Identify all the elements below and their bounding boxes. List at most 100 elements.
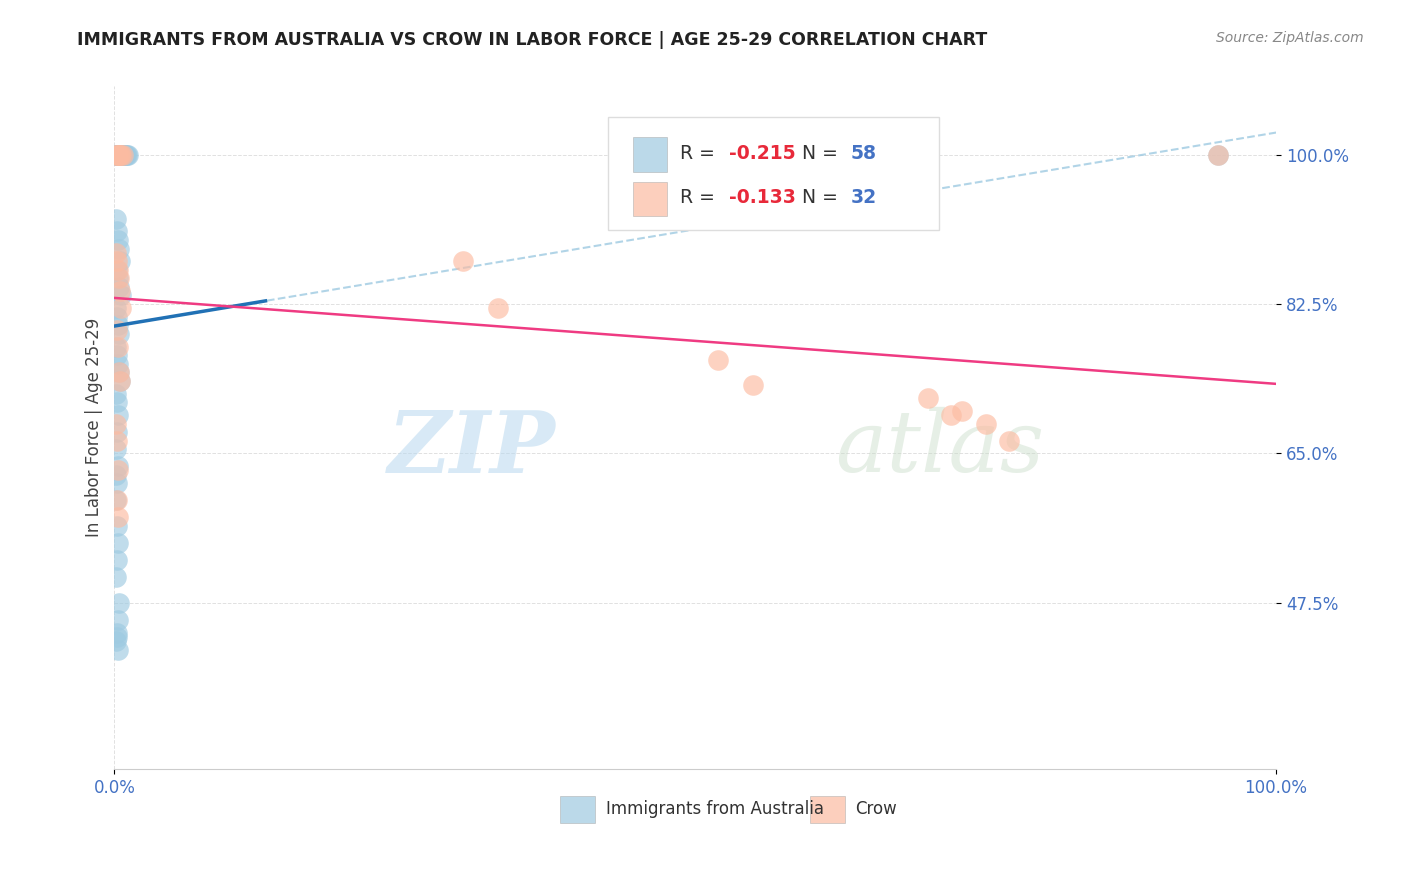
Point [107,340,129,354]
Point [107,613,129,627]
FancyBboxPatch shape [810,796,845,823]
FancyBboxPatch shape [633,137,668,171]
Point [110,301,132,316]
FancyBboxPatch shape [561,796,595,823]
Point [486,301,509,316]
Point [104,442,127,457]
Point [107,263,129,277]
Point [110,374,132,388]
Point [111,147,134,161]
Text: R =: R = [681,144,721,162]
Point [1206,147,1229,161]
Point [105,147,128,161]
Point [110,147,132,161]
Point [105,395,128,409]
Point [112,147,135,161]
Point [104,211,127,226]
Point [110,288,132,302]
Text: N =: N = [803,144,844,162]
Point [742,378,765,392]
Point [108,271,131,285]
Point [917,391,939,405]
Point [117,147,139,161]
Point [939,408,962,422]
Text: Immigrants from Australia: Immigrants from Australia [606,800,824,818]
Text: N =: N = [803,188,844,207]
Point [105,625,128,640]
Point [707,352,730,367]
Point [115,147,138,161]
Point [108,147,131,161]
Point [105,224,128,238]
Point [107,510,129,524]
Point [110,147,132,161]
Point [108,365,131,379]
Point [107,233,129,247]
Point [105,434,128,448]
Point [1206,147,1229,161]
Text: 58: 58 [851,144,877,162]
Point [104,245,127,260]
Point [105,310,128,324]
Point [107,459,129,474]
Point [104,147,127,161]
Point [105,348,128,362]
Point [105,147,128,161]
Point [111,147,134,161]
Point [108,147,131,161]
Point [110,254,132,268]
Point [105,553,128,567]
Point [105,323,128,337]
Text: -0.133: -0.133 [728,188,796,207]
Point [105,147,128,161]
Text: IMMIGRANTS FROM AUSTRALIA VS CROW IN LABOR FORCE | AGE 25-29 CORRELATION CHART: IMMIGRANTS FROM AUSTRALIA VS CROW IN LAB… [77,31,987,49]
FancyBboxPatch shape [633,182,668,216]
Point [108,242,131,256]
Point [104,570,127,584]
Point [105,519,128,533]
Point [105,425,128,439]
Point [105,263,128,277]
Point [108,280,131,294]
Text: R =: R = [681,188,721,207]
Point [107,357,129,371]
Point [104,301,127,316]
Point [952,403,974,417]
Point [105,476,128,491]
Point [110,374,132,388]
Point [108,365,131,379]
Point [107,271,129,285]
Point [107,147,129,161]
Point [107,463,129,477]
Point [105,493,128,508]
Text: atlas: atlas [835,407,1043,490]
Point [104,386,127,401]
Text: ZIP: ZIP [388,407,555,490]
Point [107,147,129,161]
Point [110,284,132,298]
Point [108,326,131,341]
Point [974,417,997,431]
Text: -0.215: -0.215 [728,144,796,162]
Point [105,254,128,268]
Point [107,408,129,422]
Point [104,147,127,161]
Point [451,254,474,268]
Point [111,147,134,161]
Point [110,147,132,161]
Point [107,318,129,333]
Point [110,147,132,161]
Point [115,147,138,161]
Point [107,147,129,161]
Text: 32: 32 [851,188,877,207]
Point [108,596,131,610]
Point [107,536,129,550]
Point [110,147,132,161]
Point [105,630,128,644]
Point [107,147,129,161]
Point [104,493,127,508]
Point [104,417,127,431]
Text: Crow: Crow [856,800,897,818]
Point [104,467,127,482]
Point [104,340,127,354]
